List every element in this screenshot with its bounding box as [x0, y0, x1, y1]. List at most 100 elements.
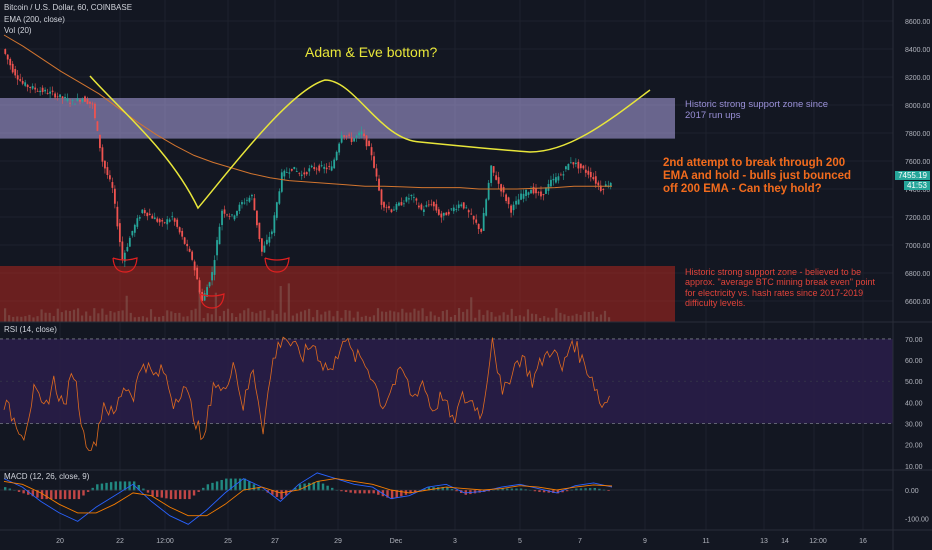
upper-zone-annotation[interactable]: Historic strong support zone since 2017 … — [685, 99, 829, 121]
macd-hist-bar — [114, 481, 117, 491]
volume-bar — [93, 308, 96, 322]
volume-bar — [397, 312, 400, 322]
candle-body — [168, 219, 171, 222]
volume-bar — [433, 315, 436, 322]
candle-body — [515, 200, 517, 205]
macd-legend[interactable]: MACD (12, 26, close, 9) — [4, 472, 90, 481]
candle-body — [236, 210, 238, 216]
candle-body — [258, 222, 261, 240]
volume-bar — [303, 310, 307, 322]
volume-bar — [97, 313, 100, 322]
candle-body — [263, 245, 266, 253]
candle-body — [84, 96, 86, 102]
candle-body — [51, 90, 54, 92]
macd-hist-bar — [561, 490, 564, 493]
macd-hist-bar — [183, 490, 187, 500]
candle-body — [527, 192, 530, 195]
macd-hist-bar — [372, 490, 375, 494]
candle-body — [542, 194, 545, 196]
candle-body — [552, 178, 555, 181]
candle-body — [218, 226, 221, 245]
candle-body — [457, 204, 460, 208]
volume-bar — [449, 316, 453, 322]
time-tick-label: 25 — [224, 538, 232, 545]
ema-legend[interactable]: EMA (200, close) — [4, 15, 65, 24]
candle-body — [21, 80, 24, 84]
time-tick-label: 5 — [518, 538, 522, 545]
candle-body — [16, 75, 19, 80]
candle-body — [193, 261, 196, 271]
volume-bar — [149, 309, 153, 322]
time-tick-label: 3 — [453, 538, 457, 545]
volume-bar — [587, 311, 590, 322]
volume-bar — [239, 313, 242, 322]
candle-body — [388, 206, 390, 209]
candle-body — [285, 172, 288, 173]
time-tick-label: 9 — [643, 538, 647, 545]
candle-body — [505, 194, 507, 202]
price-axis[interactable]: 8600.00 8400.00 8200.00 8000.00 7800.00 7600.… — [905, 19, 930, 306]
macd-hist-bar — [197, 490, 200, 492]
candle-body — [298, 172, 301, 174]
volume-bar — [526, 309, 530, 322]
volume-bar — [235, 316, 238, 322]
symbol-title[interactable]: Bitcoin / U.S. Dollar, 60, COINBASE — [4, 3, 133, 12]
macd-hist-bar — [257, 487, 260, 491]
candle-body — [46, 93, 49, 94]
volume-bar — [32, 317, 35, 322]
candle-body — [265, 239, 268, 245]
candle-body — [26, 84, 29, 88]
candle-body — [198, 280, 201, 293]
candle-body — [343, 135, 346, 137]
candle-body — [191, 251, 194, 260]
macd-hist-bar — [174, 490, 177, 500]
time-axis[interactable]: 20 22 12:00 25 27 29 Dec 3 5 7 9 11 13 14 16 12:00 — [56, 538, 867, 545]
candle-body — [510, 205, 512, 213]
volume-bar — [364, 315, 367, 322]
candle-body — [579, 163, 582, 169]
candle-body — [365, 135, 368, 147]
volume-bar — [190, 310, 193, 322]
volume-bar — [482, 314, 485, 322]
macd-hist-bar — [165, 490, 168, 499]
candle-body — [241, 202, 243, 205]
volume-bar — [530, 313, 534, 322]
candle-body — [56, 96, 59, 98]
volume-bar — [85, 311, 88, 322]
candle-body — [196, 267, 199, 280]
adam-eve-annotation[interactable]: Adam & Eve bottom? — [305, 44, 438, 60]
candle-body — [313, 167, 316, 170]
candle-body — [123, 252, 126, 262]
macd-hist-bar — [344, 490, 348, 492]
candle-body — [243, 202, 246, 204]
candle-body — [390, 209, 393, 213]
volume-bar — [385, 311, 388, 322]
rsi-legend[interactable]: RSI (14, close) — [4, 325, 57, 334]
candle-body — [537, 192, 540, 194]
ema-annotation[interactable]: 2nd attempt to break through 200 EMA and… — [663, 157, 852, 196]
candle-body — [61, 96, 64, 99]
macd-hist-bar — [326, 485, 329, 491]
candle-body — [440, 213, 443, 218]
volume-bar — [607, 317, 611, 322]
candle-body — [253, 198, 256, 211]
candle-body — [300, 174, 303, 176]
candle-body — [173, 218, 176, 222]
volume-legend[interactable]: Vol (20) — [4, 26, 32, 35]
candle-body — [530, 189, 532, 194]
macd-hist-bar — [584, 488, 587, 491]
price-candles[interactable] — [4, 48, 612, 303]
volume-bar — [417, 310, 420, 322]
adam-eve-curve[interactable] — [89, 75, 651, 210]
volume-bar — [291, 315, 294, 322]
volume-bar — [603, 310, 607, 322]
candle-body — [208, 282, 211, 287]
candle-body — [507, 197, 510, 205]
lower-zone-annotation[interactable]: Historic strong support zone - believed … — [685, 267, 875, 309]
candle-body — [500, 184, 503, 192]
candle-body — [609, 182, 612, 187]
price-tick-label: 7800.00 — [905, 131, 930, 138]
macd-hist-bar — [179, 490, 182, 500]
candle-body — [128, 237, 131, 247]
